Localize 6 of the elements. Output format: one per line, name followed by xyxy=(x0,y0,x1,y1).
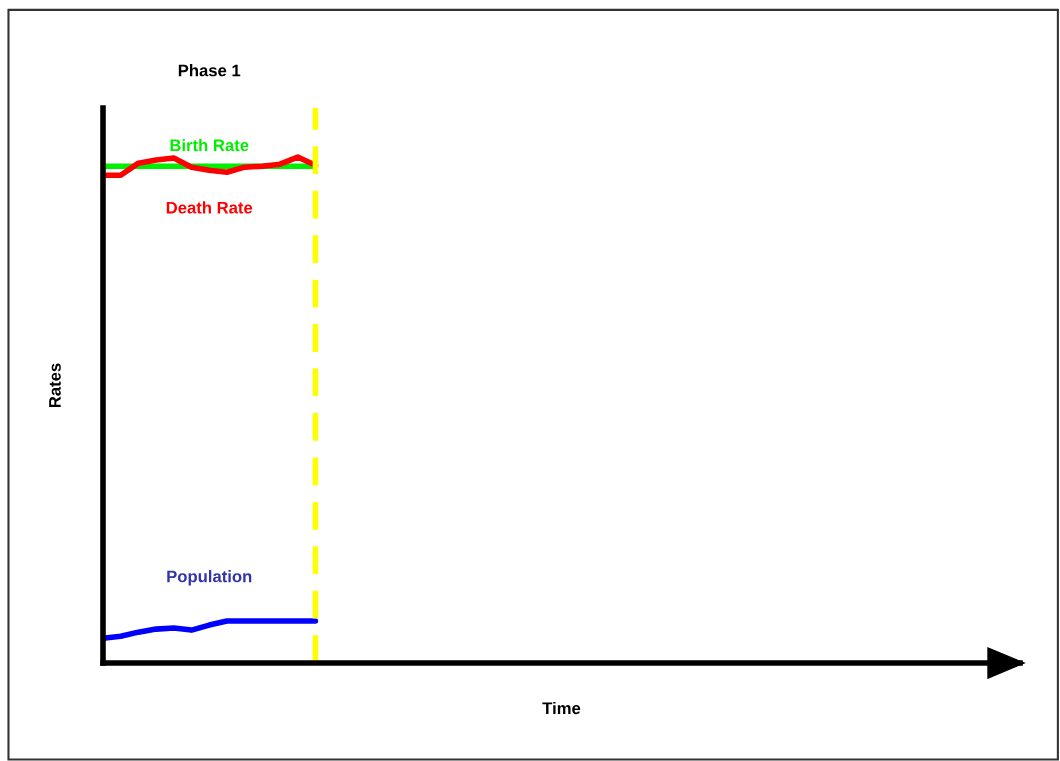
text: Phase 1 xyxy=(178,64,241,77)
y-axis-title: Rates xyxy=(49,363,61,408)
series-label: Birth Rate xyxy=(170,138,249,152)
text: Population xyxy=(167,570,252,586)
x-axis-title: Time xyxy=(542,701,581,715)
text: Death Rate xyxy=(166,201,253,214)
